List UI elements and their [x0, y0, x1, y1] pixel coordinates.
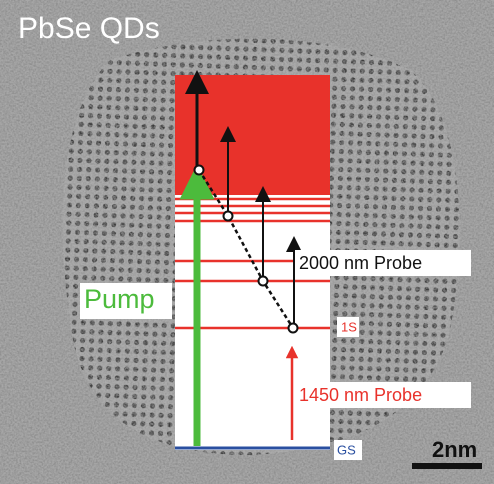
probe-1450-label: 1450 nm Probe — [299, 385, 422, 405]
gs-label: GS — [337, 442, 356, 457]
scale-bar — [412, 463, 482, 469]
1s-label: 1S — [341, 319, 357, 334]
pump-label: Pump — [84, 284, 155, 314]
figure: PbSe QDs Pump 2000 nm Probe 1S 1450 nm P… — [0, 0, 494, 484]
probe-2000-label: 2000 nm Probe — [299, 253, 422, 273]
title: PbSe QDs — [18, 12, 160, 45]
scale-bar-label: 2nm — [432, 437, 477, 462]
